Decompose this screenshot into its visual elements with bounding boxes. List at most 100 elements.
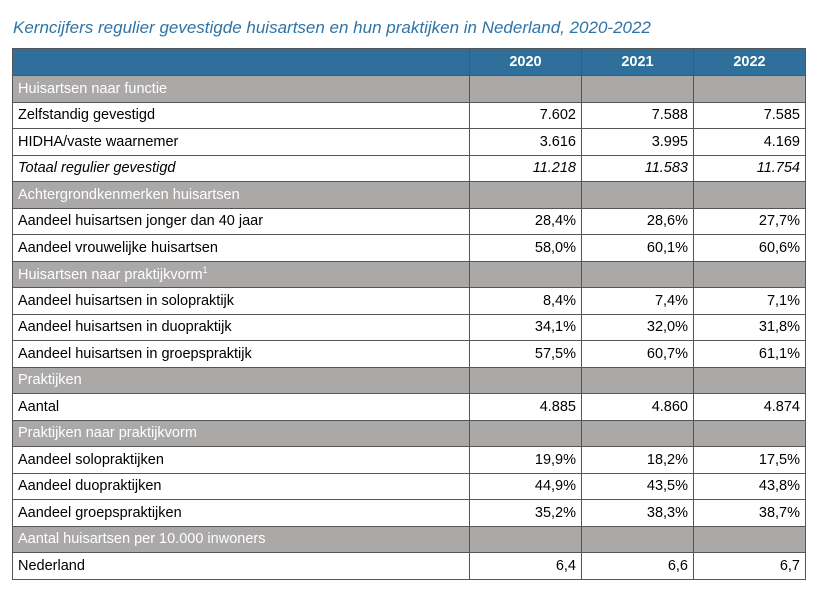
value-cell: 61,1% [693,340,806,368]
row-label-text: Aandeel groepspraktijken [18,504,182,521]
row-label-text: Praktijken [18,372,82,389]
value-cell: 4.874 [693,393,806,421]
value-cell: 6,6 [581,552,694,580]
row-label: HIDHA/vaste waarnemer [12,128,470,156]
value-cell: 27,7% [693,207,806,235]
header-row: 2020 2021 2022 [12,48,806,76]
empty-cell [693,525,806,553]
value-cell: 28,4% [469,207,582,235]
value-cell: 38,7% [693,499,806,527]
empty-cell [469,75,582,103]
value-cell: 7,1% [693,287,806,315]
section-row: Praktijken naar praktijkvorm [12,419,806,447]
table-row: Zelfstandig gevestigd 7.602 7.588 7.585 [12,101,806,129]
value-cell: 11.583 [581,154,694,182]
value-cell: 43,8% [693,472,806,500]
value-cell: 34,1% [469,313,582,341]
value-cell: 6,4 [469,552,582,580]
section-row: Praktijken [12,366,806,394]
row-label: Aantal huisartsen per 10.000 inwoners [12,525,470,553]
value-cell: 18,2% [581,446,694,474]
value-cell: 60,6% [693,234,806,262]
section-row: Huisartsen naar functie [12,75,806,103]
value-cell: 4.860 [581,393,694,421]
value-cell: 57,5% [469,340,582,368]
key-figures-table: 2020 2021 2022 Huisartsen naar functie Ze… [12,48,806,580]
empty-cell [581,525,694,553]
empty-cell [693,260,806,288]
value-cell: 60,7% [581,340,694,368]
row-label: Aandeel duopraktijken [12,472,470,500]
row-label: Totaal regulier gevestigd [12,154,470,182]
table-row: Aandeel huisartsen in solopraktijk 8,4% 7,… [12,287,806,315]
value-cell: 44,9% [469,472,582,500]
row-label: Aandeel huisartsen in groepspraktijk [12,340,470,368]
value-cell: 7.602 [469,101,582,129]
header-year-2022: 2022 [693,48,806,76]
empty-cell [693,75,806,103]
table-title: Kerncijfers regulier gevestigde huisarts… [13,18,651,37]
row-label: Praktijken [12,366,470,394]
row-label: Achtergrondkenmerken huisartsen [12,181,470,209]
row-label-text: Huisartsen naar praktijkvorm [18,267,203,284]
row-label-text: Aandeel vrouwelijke huisartsen [18,239,218,256]
empty-cell [693,366,806,394]
value-cell: 58,0% [469,234,582,262]
table-row: Aandeel duopraktijken 44,9% 43,5% 43,8% [12,472,806,500]
value-cell: 6,7 [693,552,806,580]
table-row: Aandeel solopraktijken 19,9% 18,2% 17,5% [12,446,806,474]
header-label-cell [12,48,470,76]
row-label-text: Aandeel duopraktijken [18,478,162,495]
value-cell: 11.218 [469,154,582,182]
value-cell: 17,5% [693,446,806,474]
table-row: Aandeel huisartsen in groepspraktijk 57,5… [12,340,806,368]
empty-cell [581,366,694,394]
row-label: Zelfstandig gevestigd [12,101,470,129]
row-label-text: Aandeel huisartsen jonger dan 40 jaar [18,213,264,230]
value-cell: 7.585 [693,101,806,129]
row-label-text: Huisartsen naar functie [18,80,168,97]
row-label-text: Zelfstandig gevestigd [18,107,156,124]
table-row: Totaal regulier gevestigd 11.218 11.583 11.… [12,154,806,182]
value-cell: 32,0% [581,313,694,341]
value-cell: 7.588 [581,101,694,129]
row-label: Aantal [12,393,470,421]
row-label: Aandeel huisartsen in duopraktijk [12,313,470,341]
row-label-text: Praktijken naar praktijkvorm [18,425,197,442]
header-year-2021: 2021 [581,48,694,76]
row-label-text: Aandeel huisartsen in groepspraktijk [18,345,252,362]
empty-cell [693,419,806,447]
empty-cell [469,260,582,288]
value-cell: 3.995 [581,128,694,156]
footnote-marker: 1 [202,265,208,276]
section-row: Achtergrondkenmerken huisartsen [12,181,806,209]
empty-cell [693,181,806,209]
table-row: Aandeel groepspraktijken 35,2% 38,3% 38,7% [12,499,806,527]
row-label: Aandeel solopraktijken [12,446,470,474]
table-row: Nederland 6,4 6,6 6,7 [12,552,806,580]
value-cell: 28,6% [581,207,694,235]
table-row: Aandeel huisartsen jonger dan 40 jaar 28,… [12,207,806,235]
row-label: Aandeel huisartsen jonger dan 40 jaar [12,207,470,235]
value-cell: 43,5% [581,472,694,500]
empty-cell [581,75,694,103]
row-label-text: Aandeel solopraktijken [18,451,164,468]
row-label-text: Totaal regulier gevestigd [18,160,176,177]
row-label-text: Aantal huisartsen per 10.000 inwoners [18,531,266,548]
value-cell: 8,4% [469,287,582,315]
row-label-text: Aandeel huisartsen in duopraktijk [18,319,232,336]
row-label: Aandeel vrouwelijke huisartsen [12,234,470,262]
empty-cell [469,525,582,553]
row-label: Aandeel groepspraktijken [12,499,470,527]
row-label: Huisartsen naar praktijkvorm1 [12,260,470,288]
value-cell: 4.885 [469,393,582,421]
row-label: Aandeel huisartsen in solopraktijk [12,287,470,315]
section-row: Aantal huisartsen per 10.000 inwoners [12,525,806,553]
table-row: Aantal 4.885 4.860 4.874 [12,393,806,421]
row-label: Huisartsen naar functie [12,75,470,103]
empty-cell [581,181,694,209]
value-cell: 35,2% [469,499,582,527]
table-row: Aandeel vrouwelijke huisartsen 58,0% 60,1%… [12,234,806,262]
empty-cell [469,419,582,447]
empty-cell [581,419,694,447]
